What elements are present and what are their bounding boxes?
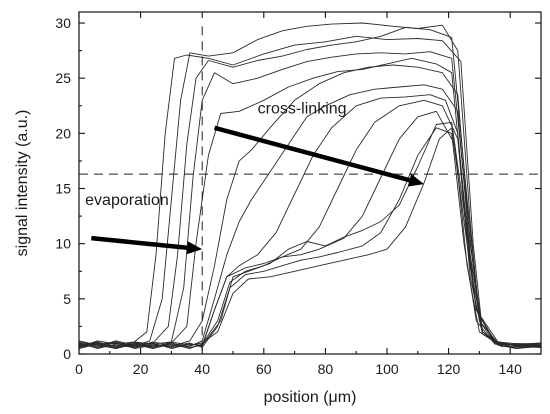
series-line-12 bbox=[78, 127, 542, 349]
series-group bbox=[78, 22, 542, 349]
y-tick-label: 20 bbox=[55, 125, 71, 141]
annotations: evaporation cross-linking bbox=[85, 100, 424, 255]
reference-lines bbox=[79, 26, 541, 354]
y-axis-label: signal intensity (a.u.) bbox=[14, 110, 31, 257]
series-line-11 bbox=[78, 127, 542, 349]
plot-frame bbox=[78, 11, 542, 355]
cross-linking-arrow-shaft bbox=[213, 125, 411, 183]
series-line-3 bbox=[78, 26, 542, 349]
x-tick-label: 60 bbox=[256, 361, 272, 377]
y-tick-label: 5 bbox=[63, 291, 71, 307]
x-tick-label: 80 bbox=[318, 361, 334, 377]
x-tick-label: 0 bbox=[75, 361, 83, 377]
evaporation-label: evaporation bbox=[85, 192, 169, 209]
series-line-2 bbox=[78, 22, 542, 348]
y-tick-label: 0 bbox=[63, 346, 71, 362]
x-tick-label: 20 bbox=[133, 361, 149, 377]
y-tick-label: 10 bbox=[55, 236, 71, 252]
cross-linking-label: cross-linking bbox=[258, 100, 347, 117]
series-line-13 bbox=[78, 121, 542, 349]
evaporation-arrow-shaft bbox=[91, 235, 188, 250]
y-tick-label: 25 bbox=[55, 70, 71, 86]
x-tick-label: 40 bbox=[194, 361, 210, 377]
series-line-10 bbox=[78, 110, 542, 349]
x-axis-label: position (μm) bbox=[264, 389, 357, 406]
x-axis: 0 20 40 60 80 100 120 140 bbox=[75, 12, 522, 377]
series-line-7 bbox=[78, 84, 542, 348]
cross-linking-arrow-head bbox=[407, 173, 424, 187]
series-line-9 bbox=[78, 99, 542, 348]
x-tick-label: 120 bbox=[437, 361, 461, 377]
x-tick-label: 100 bbox=[375, 361, 399, 377]
evaporation-arrow-head bbox=[186, 241, 203, 255]
y-tick-label: 15 bbox=[55, 181, 71, 197]
x-tick-label: 140 bbox=[499, 361, 523, 377]
series-line-1 bbox=[78, 35, 542, 349]
y-axis: 0 5 10 15 20 25 30 bbox=[55, 15, 541, 362]
y-tick-label: 30 bbox=[55, 15, 71, 31]
